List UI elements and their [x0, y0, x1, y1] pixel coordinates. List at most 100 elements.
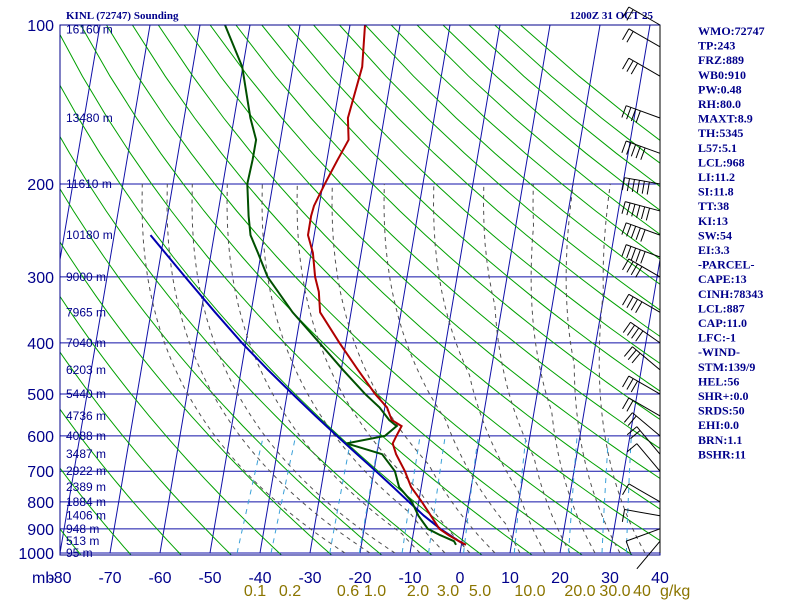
- sounding-parameter: WB0:910: [698, 68, 746, 82]
- wind-barb-flag: [631, 204, 636, 217]
- dry-adiabat: [209, 25, 660, 450]
- sounding-parameter: SRDS:50: [698, 404, 745, 418]
- mixing-ratio-label: 5.0: [469, 583, 491, 600]
- wind-barb-flag: [622, 294, 630, 306]
- mixing-ratio-label: 40: [633, 583, 651, 600]
- wind-barb-flag: [630, 226, 637, 239]
- wind-barb-flag: [626, 60, 634, 72]
- wind-barb-flag: [621, 509, 626, 522]
- pressure-tick-label: 100: [27, 18, 54, 35]
- moist-adiabat: [261, 183, 446, 554]
- sounding-parameter: HEL:56: [698, 374, 739, 388]
- isotherm-line: [159, 25, 251, 554]
- wind-barb-flag: [635, 146, 641, 159]
- moist-adiabat: [226, 183, 421, 554]
- wind-barb-flag: [635, 266, 643, 278]
- wind-barb-flag: [630, 263, 638, 276]
- temperature-tick-label: -80: [48, 570, 71, 587]
- height-label: 5440 m: [66, 387, 106, 401]
- wind-barb-flag: [626, 31, 634, 43]
- mixing-ratio-line: [270, 435, 297, 554]
- wind-barb-flag: [636, 180, 640, 193]
- sounding-parameter: EI:3.3: [698, 243, 730, 257]
- wind-barb-flag: [622, 321, 631, 333]
- pressure-tick-label: 200: [27, 177, 54, 194]
- pressure-tick-label: 600: [27, 429, 54, 446]
- height-label: 2922 m: [66, 464, 106, 478]
- height-label: 948 m: [66, 522, 99, 536]
- wind-barb: [624, 508, 661, 517]
- sounding-parameter: L57:5.1: [698, 141, 737, 155]
- sounding-parameters: WMO:72747TP:243FRZ:889WB0:910PW:0.48RH:8…: [698, 24, 765, 461]
- wind-barb-flag: [626, 296, 634, 308]
- pressure-unit-label: mb: [32, 570, 54, 587]
- mixing-ratio-unit: g/kg: [660, 583, 690, 600]
- sounding-parameter: SI:11.8: [698, 185, 734, 199]
- isotherm-line: [109, 25, 201, 554]
- mixing-ratio-line: [625, 435, 632, 554]
- mixing-ratio-label: 2.0: [407, 583, 429, 600]
- wind-barb: [628, 397, 661, 417]
- dry-adiabat: [60, 135, 433, 555]
- wind-barb: [628, 28, 661, 48]
- isotherm-line: [60, 25, 151, 554]
- sounding-parameter: TT:38: [698, 199, 729, 213]
- temperature-tick-label: 40: [651, 570, 669, 587]
- height-label: 4736 m: [66, 409, 106, 423]
- temperature-tick-label: 0: [456, 570, 465, 587]
- thermo-grid: [60, 25, 660, 555]
- sounding-parameter: TP:243: [698, 39, 735, 53]
- wind-barb-flag: [630, 430, 641, 439]
- pressure-tick-label: 800: [27, 495, 54, 512]
- wind-barb-flag: [627, 349, 637, 360]
- sounding-parameter: MAXT:8.9: [698, 112, 753, 126]
- mixing-ratio-label: 30.0: [599, 583, 630, 600]
- wind-barb: [626, 528, 661, 542]
- wind-barb-flag: [622, 57, 630, 70]
- wind-barb: [626, 140, 661, 154]
- wind-barb: [628, 483, 661, 503]
- moist-adiabat: [296, 183, 471, 554]
- wind-barb-flag: [625, 540, 631, 554]
- pressure-tick-label: 900: [27, 522, 54, 539]
- mixing-ratio-line: [236, 435, 264, 554]
- mixing-ratio-line: [428, 435, 446, 554]
- temperature-tick-label: -20: [348, 570, 371, 587]
- height-label: 3487 m: [66, 447, 106, 461]
- sounding-parameter: TH:5345: [698, 126, 743, 140]
- height-label: 2389 m: [66, 480, 106, 494]
- pressure-tick-label: 500: [27, 387, 54, 404]
- moist-adiabat: [166, 183, 371, 554]
- wind-barb-flag: [622, 258, 630, 271]
- isotherm-line: [559, 25, 651, 554]
- sounding-parameter: -PARCEL-: [698, 258, 754, 272]
- wind-barb: [628, 293, 661, 313]
- height-label: 4088 m: [66, 429, 106, 443]
- dry-adiabat: [235, 25, 660, 421]
- wind-barb: [636, 540, 661, 570]
- sounding-parameter: LCL:887: [698, 301, 745, 315]
- temperature-tick-label: -30: [298, 570, 321, 587]
- wind-barb-flag: [631, 327, 640, 339]
- moist-adiabat: [331, 183, 496, 554]
- dry-adiabat: [364, 25, 660, 285]
- pressure-tick-label: 1000: [18, 546, 54, 563]
- wind-barb-flag: [626, 107, 632, 120]
- moist-adiabat: [432, 183, 546, 554]
- isotherm-line: [60, 25, 101, 263]
- mixing-ratio-label: 10.0: [514, 583, 545, 600]
- wind-barb-flag: [623, 346, 633, 357]
- sounding-parameter: STM:139/9: [698, 360, 755, 374]
- dry-adiabat: [261, 25, 660, 392]
- wind-barb-flag: [622, 28, 630, 41]
- height-label: 1406 m: [66, 509, 106, 523]
- moist-adiabat: [141, 183, 346, 554]
- wind-barb-flag: [626, 202, 631, 216]
- dry-adiabat: [60, 188, 383, 555]
- wind-barb-flag: [630, 247, 637, 261]
- temperature-tick-label: -40: [248, 570, 271, 587]
- mixing-ratio-label: 0.6: [337, 583, 359, 600]
- moist-adiabat: [598, 183, 646, 554]
